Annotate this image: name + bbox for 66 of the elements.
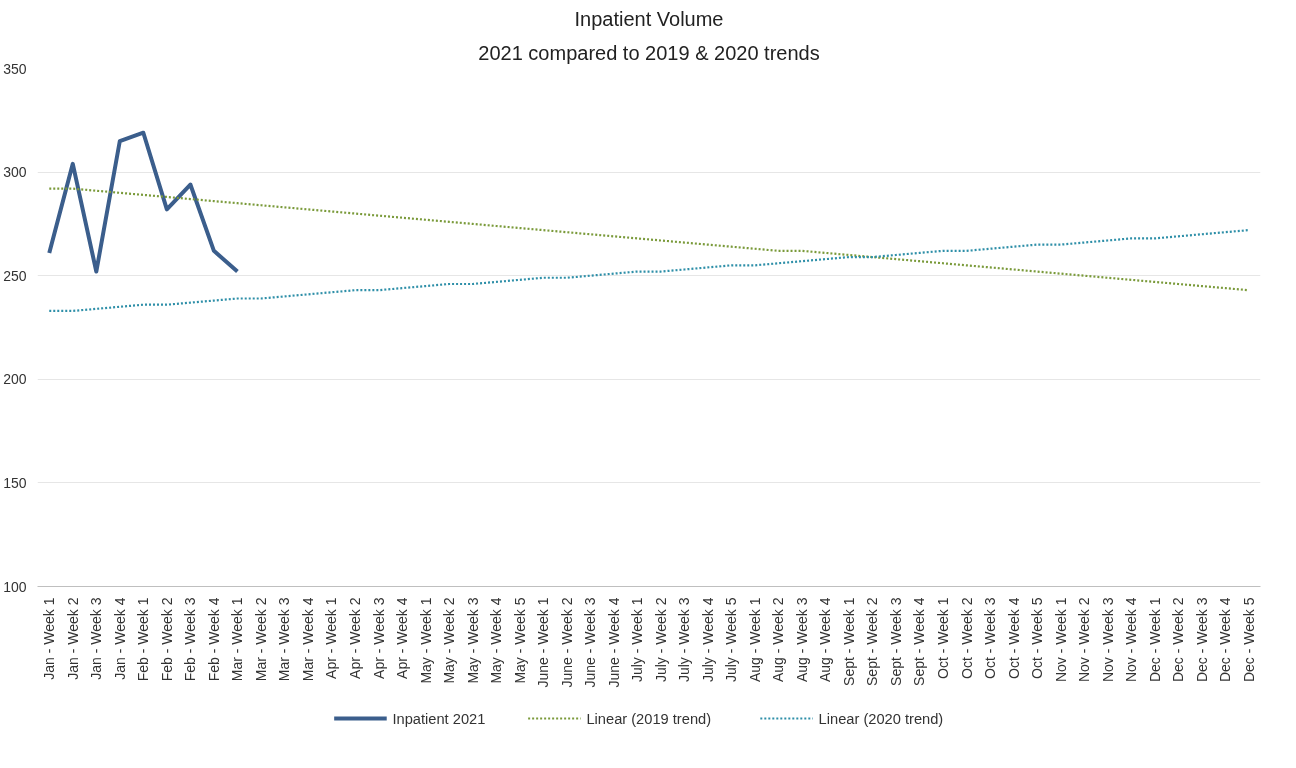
- x-tick-label: June - Week 4: [605, 597, 622, 688]
- y-tick-label: 300: [3, 164, 27, 181]
- x-tick-label: Aug - Week 2: [770, 597, 787, 683]
- x-tick-label: Dec - Week 4: [1217, 597, 1234, 683]
- y-tick-label: 100: [3, 578, 27, 595]
- x-tick-label: Sept - Week 4: [911, 597, 928, 686]
- x-tick-label: Oct - Week 1: [934, 597, 951, 679]
- x-tick-label: Mar - Week 1: [229, 597, 246, 682]
- x-tick-label: Oct - Week 4: [1005, 597, 1022, 679]
- x-tick-label: Oct - Week 3: [982, 597, 999, 679]
- y-tick-label: 200: [3, 371, 27, 388]
- y-tick-label: 150: [3, 474, 27, 491]
- x-tick-label: Dec - Week 2: [1170, 597, 1187, 683]
- x-tick-label: Aug - Week 3: [793, 597, 810, 683]
- x-tick-label: Apr - Week 3: [370, 597, 387, 679]
- x-tick-label: Sept - Week 1: [840, 597, 857, 686]
- x-tick-label: Mar - Week 3: [276, 597, 293, 682]
- x-tick-label: Aug - Week 4: [817, 597, 834, 683]
- x-tick-label: May - Week 3: [464, 597, 481, 684]
- x-tick-label: Apr - Week 4: [394, 597, 411, 679]
- x-tick-label: July - Week 2: [652, 597, 669, 683]
- x-tick-label: Mar - Week 2: [252, 597, 269, 682]
- x-tick-label: Oct - Week 2: [958, 597, 975, 679]
- legend-label: Inpatient 2021: [392, 710, 486, 727]
- x-tick-label: Dec - Week 1: [1146, 597, 1163, 683]
- x-tick-label: Feb - Week 3: [182, 597, 199, 682]
- x-tick-label: June - Week 1: [535, 597, 552, 688]
- x-tick-label: Mar - Week 4: [299, 597, 316, 682]
- x-tick-label: Nov - Week 2: [1076, 597, 1093, 683]
- x-tick-label: July - Week 3: [676, 597, 693, 683]
- chart-title: Inpatient Volume: [574, 7, 724, 30]
- x-tick-label: June - Week 2: [558, 597, 575, 688]
- x-tick-label: Apr - Week 2: [347, 597, 364, 679]
- x-tick-label: Apr - Week 1: [323, 597, 340, 679]
- x-tick-label: May - Week 5: [511, 597, 528, 684]
- x-tick-label: Nov - Week 3: [1099, 597, 1116, 683]
- x-tick-label: Dec - Week 5: [1240, 597, 1257, 683]
- x-tick-label: Jan - Week 2: [64, 597, 81, 680]
- x-tick-label: Jan - Week 3: [88, 597, 105, 680]
- x-tick-label: Feb - Week 1: [135, 597, 152, 682]
- y-tick-label: 250: [3, 267, 27, 284]
- x-tick-label: Jan - Week 4: [111, 597, 128, 680]
- x-tick-label: June - Week 3: [582, 597, 599, 688]
- x-tick-label: July - Week 1: [629, 597, 646, 683]
- legend-label: Linear (2019 trend): [586, 710, 712, 727]
- x-tick-label: Sept - Week 2: [864, 597, 881, 686]
- x-tick-label: Oct - Week 5: [1029, 597, 1046, 679]
- chart-subtitle: 2021 compared to 2019 & 2020 trends: [478, 41, 820, 64]
- x-tick-label: Aug - Week 1: [746, 597, 763, 683]
- x-tick-label: Sept - Week 3: [887, 597, 904, 686]
- y-tick-label: 350: [3, 60, 27, 77]
- x-tick-label: July - Week 4: [699, 597, 716, 683]
- x-tick-label: Nov - Week 1: [1052, 597, 1069, 683]
- x-tick-label: Jan - Week 1: [41, 597, 58, 680]
- x-tick-label: Nov - Week 4: [1123, 597, 1140, 683]
- x-tick-label: July - Week 5: [723, 597, 740, 683]
- x-tick-label: May - Week 4: [488, 597, 505, 684]
- line-series: [48, 229, 1250, 313]
- line-series: [47, 130, 240, 274]
- x-tick-label: May - Week 2: [441, 597, 458, 684]
- legend-label: Linear (2020 trend): [818, 710, 944, 727]
- x-tick-label: Feb - Week 2: [158, 597, 175, 682]
- x-tick-label: Dec - Week 3: [1193, 597, 1210, 683]
- x-tick-label: May - Week 1: [417, 597, 434, 684]
- line-series: [48, 187, 1250, 292]
- x-tick-label: Feb - Week 4: [205, 597, 222, 682]
